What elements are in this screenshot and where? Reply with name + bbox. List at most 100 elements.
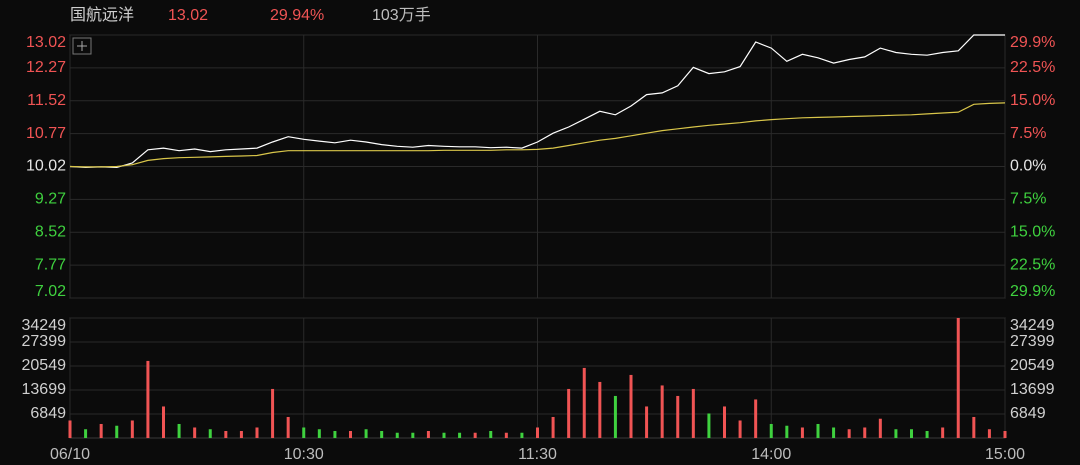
volume-bar bbox=[349, 430, 352, 438]
volume-bar bbox=[99, 423, 103, 438]
volume-bar bbox=[426, 430, 430, 438]
volume-bar bbox=[224, 430, 228, 438]
volume-bar bbox=[551, 416, 555, 438]
volume-bar bbox=[816, 423, 820, 438]
volume-bar bbox=[146, 360, 150, 438]
y-tick-label: 12.27 bbox=[26, 59, 66, 76]
y-tick-label: 20549 bbox=[22, 357, 67, 374]
x-tick-label: 11:30 bbox=[518, 446, 557, 463]
volume-bar bbox=[676, 395, 680, 438]
crosshair-icon bbox=[77, 41, 87, 51]
volume-bar bbox=[208, 429, 212, 438]
price-line bbox=[69, 102, 1006, 168]
volume-bar bbox=[380, 430, 384, 438]
volume-bar bbox=[1003, 430, 1007, 438]
volume-bar bbox=[878, 418, 882, 438]
y2-tick-label: 22.5% bbox=[1010, 59, 1055, 76]
volume-bar bbox=[723, 406, 726, 438]
volume-bar bbox=[317, 429, 321, 438]
y2-tick-label: 0.0% bbox=[1010, 158, 1046, 175]
volume-bar bbox=[271, 388, 275, 438]
volume-bar bbox=[629, 374, 633, 438]
volume-bar bbox=[863, 427, 867, 438]
volume-bar bbox=[567, 388, 571, 438]
volume-bar bbox=[84, 429, 88, 438]
y-tick-label: 27399 bbox=[22, 333, 67, 350]
volume-bar bbox=[972, 416, 976, 438]
volume-bar bbox=[115, 425, 119, 438]
volume-bar bbox=[458, 432, 462, 438]
y2-tick-label: 29.9% bbox=[1010, 34, 1055, 51]
volume-bar bbox=[364, 429, 368, 438]
stock-change: 29.94% bbox=[270, 7, 324, 24]
y-tick-label: 10.02 bbox=[26, 158, 66, 175]
price-line bbox=[69, 34, 1005, 169]
volume-bar bbox=[162, 406, 165, 438]
volume-bar bbox=[660, 385, 664, 438]
volume-bar bbox=[613, 395, 617, 438]
volume-bar bbox=[442, 432, 446, 438]
x-tick-label: 15:00 bbox=[985, 446, 1025, 463]
y2-tick-label: 7.5% bbox=[1010, 191, 1046, 208]
volume-bar bbox=[177, 423, 181, 438]
volume-bar bbox=[645, 406, 649, 438]
volume-bar bbox=[68, 420, 72, 438]
y-tick-label: 8.52 bbox=[35, 223, 66, 240]
y2-tick-label: 15.0% bbox=[1010, 224, 1055, 241]
volume-bar bbox=[847, 429, 851, 438]
y-tick-label: 10.77 bbox=[26, 125, 66, 142]
volume-bar bbox=[691, 388, 695, 438]
volume-bar bbox=[832, 427, 836, 438]
stock-volume: 103万手 bbox=[372, 6, 431, 24]
volume-bar bbox=[598, 381, 602, 438]
volume-bar bbox=[707, 413, 711, 438]
y-tick-label: 7.77 bbox=[35, 256, 66, 273]
y2-tick-label: 22.5% bbox=[1010, 257, 1055, 274]
y2-tick-label: 27399 bbox=[1010, 333, 1055, 350]
x-tick-label: 10:30 bbox=[284, 446, 324, 463]
y2-tick-label: 13699 bbox=[1010, 381, 1055, 398]
y2-tick-label: 15.0% bbox=[1010, 92, 1055, 109]
volume-bar bbox=[333, 430, 337, 438]
y-tick-label: 13.02 bbox=[26, 34, 66, 51]
volume-bar bbox=[130, 420, 134, 438]
volume-bar bbox=[785, 425, 789, 438]
volume-bar bbox=[489, 430, 493, 438]
volume-bar bbox=[754, 399, 758, 438]
y-tick-label: 9.27 bbox=[35, 191, 66, 208]
volume-bar bbox=[800, 427, 804, 438]
volume-bar bbox=[302, 427, 306, 438]
x-tick-label: 06/10 bbox=[50, 446, 90, 463]
y2-tick-label: 34249 bbox=[1010, 317, 1055, 334]
volume-bar bbox=[504, 432, 508, 438]
volume-bar bbox=[239, 430, 243, 438]
volume-bar bbox=[193, 427, 197, 438]
y2-tick-label: 7.5% bbox=[1010, 125, 1046, 142]
volume-bar bbox=[473, 432, 477, 438]
volume-bar bbox=[520, 432, 524, 438]
volume-bar bbox=[411, 432, 415, 438]
crosshair-button[interactable] bbox=[72, 37, 92, 55]
volume-bar bbox=[956, 318, 960, 438]
volume-bar bbox=[395, 432, 399, 438]
y-tick-label: 13699 bbox=[22, 381, 67, 398]
volume-bar bbox=[894, 429, 898, 438]
y-tick-label: 11.52 bbox=[27, 92, 66, 109]
y2-tick-label: 29.9% bbox=[1010, 283, 1055, 300]
volume-bar bbox=[987, 429, 991, 438]
volume-bar bbox=[286, 416, 290, 438]
y-tick-label: 6849 bbox=[30, 405, 66, 422]
x-tick-label: 14:00 bbox=[751, 446, 791, 463]
y2-tick-label: 6849 bbox=[1010, 405, 1046, 422]
volume-bar bbox=[910, 429, 913, 438]
volume-bar bbox=[582, 367, 586, 438]
stock-name: 国航远洋 bbox=[70, 6, 134, 24]
volume-bar bbox=[769, 423, 773, 438]
volume-bar bbox=[738, 420, 742, 438]
y-tick-label: 7.02 bbox=[35, 283, 66, 300]
y2-tick-label: 20549 bbox=[1010, 357, 1055, 374]
stock-price: 13.02 bbox=[168, 7, 208, 24]
volume-bar bbox=[255, 427, 259, 438]
